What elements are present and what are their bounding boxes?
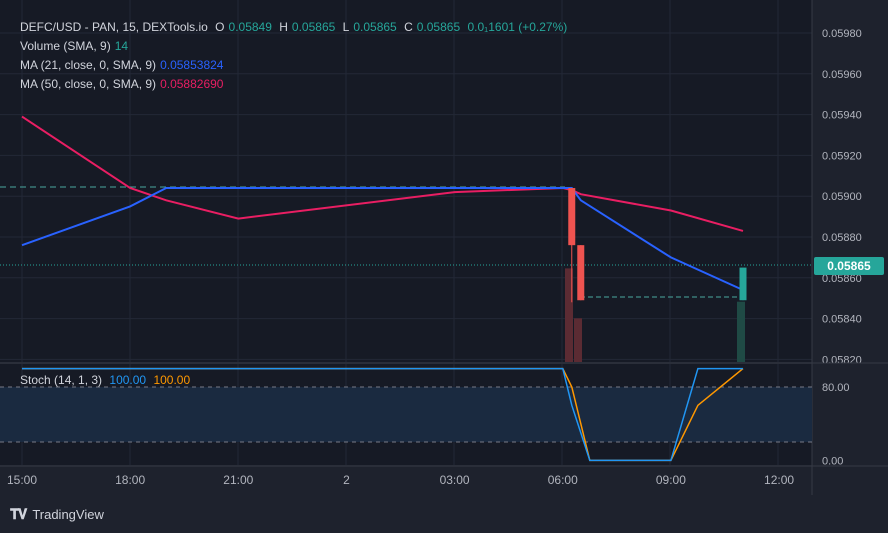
high-label: H — [279, 20, 288, 34]
open-value: 0.05849 — [228, 20, 272, 34]
ma21-label: MA (21, close, 0, SMA, 9) — [20, 58, 157, 72]
price-tick-label: 0.05940 — [822, 110, 862, 122]
high-value: 0.05865 — [291, 20, 336, 34]
candle-body — [568, 188, 576, 246]
ohlc-legend: DEFC/USD - PAN, 15, DEXTools.io O 0.05849… — [20, 20, 571, 34]
time-tick-label: 06:00 — [548, 473, 578, 487]
time-tick-label: 03:00 — [440, 473, 470, 487]
price-tick-label: 0.05900 — [822, 191, 862, 203]
stoch-band — [0, 386, 812, 443]
time-tick-label: 2 — [343, 473, 350, 487]
ma50-value: 0.05882690 — [160, 77, 224, 91]
stoch-k-value: 100.00 — [109, 373, 147, 387]
price-tick-label: 0.05880 — [822, 232, 862, 244]
price-tick-label: 0.05960 — [822, 69, 862, 81]
volume-label: Volume (SMA, 9) — [20, 39, 111, 53]
stoch-d-value: 100.00 — [153, 373, 191, 387]
time-tick-label: 12:00 — [764, 473, 794, 487]
change-value: 0.0₁1601 (+0.27%) — [467, 20, 568, 34]
stoch-tick-label: 0.00 — [822, 455, 843, 467]
volume-bar — [565, 268, 573, 362]
price-tick-label: 0.05860 — [822, 273, 862, 285]
current-price-tag: 0.05865 — [814, 257, 884, 275]
time-tick-label: 18:00 — [115, 473, 145, 487]
open-label: O — [215, 20, 225, 34]
volume-legend[interactable]: Volume (SMA, 9) 14 — [20, 39, 132, 53]
stoch-k-line — [22, 367, 743, 462]
ma21-value: 0.05853824 — [160, 58, 224, 72]
tradingview-logo-icon[interactable]: 𝐓𝐕 — [10, 505, 27, 522]
candle-body — [577, 245, 585, 301]
symbol-title[interactable]: DEFC/USD - PAN, 15, DEXTools.io — [20, 20, 208, 34]
time-tick-label: 09:00 — [656, 473, 686, 487]
ma21-line — [21, 187, 744, 291]
stoch-label: Stoch (14, 1, 3) — [20, 373, 103, 387]
price-tick-label: 0.05820 — [822, 354, 862, 366]
volume-value: 14 — [114, 39, 129, 53]
ma21-legend[interactable]: MA (21, close, 0, SMA, 9) 0.05853824 — [20, 58, 227, 72]
volume-bar — [574, 318, 582, 362]
close-label: C — [404, 20, 413, 34]
price-tick-label: 0.05840 — [822, 314, 862, 326]
low-value: 0.05865 — [353, 20, 397, 34]
candle-body — [739, 267, 747, 301]
stoch-legend[interactable]: Stoch (14, 1, 3) 100.00 100.00 — [20, 373, 194, 387]
brand-label[interactable]: TradingView — [32, 506, 104, 522]
stoch-tick-label: 80.00 — [822, 382, 850, 394]
time-tick-label: 15:00 — [7, 473, 37, 487]
close-value: 0.05865 — [416, 20, 461, 34]
ma50-legend[interactable]: MA (50, close, 0, SMA, 9) 0.05882690 — [20, 77, 227, 91]
volume-bar — [737, 301, 745, 362]
low-label: L — [342, 20, 350, 34]
ma50-line — [21, 115, 744, 232]
time-tick-label: 21:00 — [223, 473, 253, 487]
footer: 𝐓𝐕 TradingView — [10, 503, 104, 525]
price-pane[interactable] — [0, 0, 812, 362]
ma50-label: MA (50, close, 0, SMA, 9) — [20, 77, 157, 91]
price-tick-label: 0.05920 — [822, 150, 862, 162]
price-tick-label: 0.05980 — [822, 28, 862, 40]
